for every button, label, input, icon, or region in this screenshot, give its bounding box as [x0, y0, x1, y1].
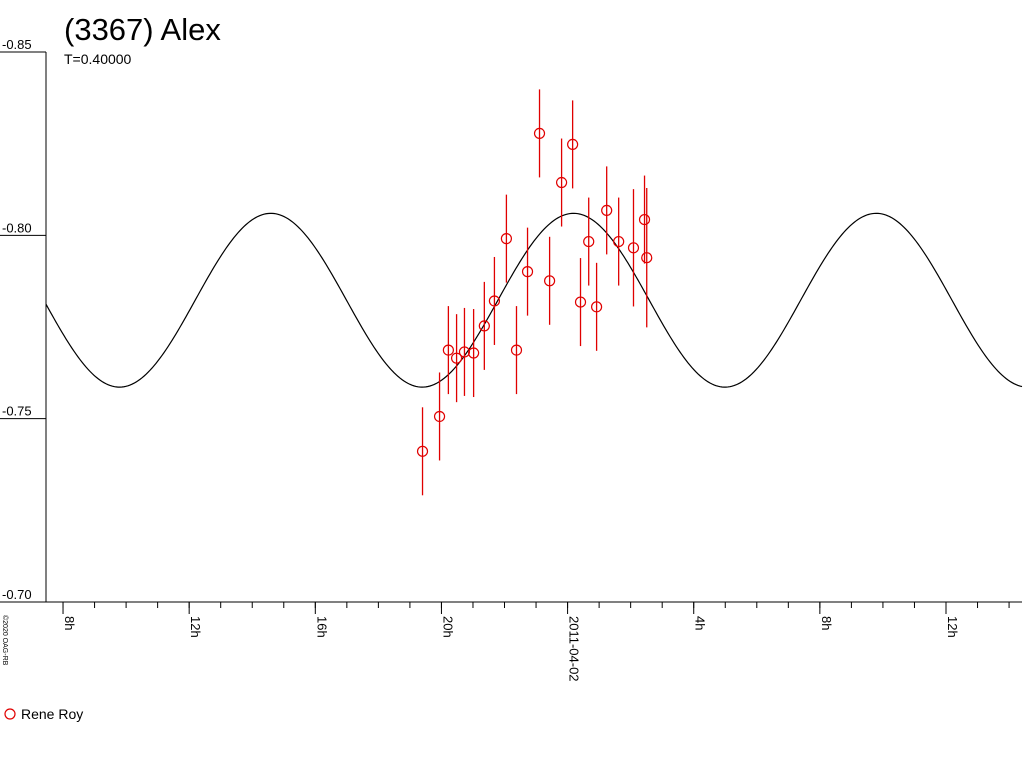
data-point [533, 127, 546, 139]
y-tick-label: -0.70 [2, 587, 32, 602]
x-tick-label: 12h [188, 616, 203, 638]
x-tick-label: 8h [62, 616, 77, 630]
x-tick-label: 4h [693, 616, 708, 630]
x-tick-label: 8h [819, 616, 834, 630]
y-tick-label: -0.75 [2, 404, 32, 419]
fit-curve [45, 212, 1023, 388]
data-point [416, 445, 429, 457]
x-tick-label: 16h [314, 616, 329, 638]
legend-marker [4, 708, 16, 720]
y-tick-label: -0.85 [2, 37, 32, 52]
data-point [450, 352, 463, 364]
data-point [433, 410, 446, 423]
x-tick-label: 2011-04-02 [567, 616, 582, 682]
chart-subtitle: T=0.40000 [64, 51, 132, 67]
copyright: ©2020 OAG-RB [1, 615, 9, 666]
data-point [613, 235, 625, 248]
legend-label: Rene Roy [21, 706, 83, 722]
x-tick-label: 12h [945, 616, 960, 638]
data-point [442, 344, 454, 356]
data-point [521, 266, 534, 278]
data-point [468, 347, 480, 359]
data-point [641, 252, 653, 264]
data-point [583, 235, 595, 248]
data-point [555, 176, 568, 189]
data-point [500, 233, 513, 245]
data-point [478, 320, 490, 332]
data-point [544, 275, 556, 287]
x-tick-label: 20h [440, 616, 455, 638]
data-point [488, 295, 501, 307]
chart-title: (3367) Alex [64, 12, 221, 47]
data-point [638, 213, 651, 226]
data-point [567, 138, 579, 150]
data-point [574, 296, 587, 308]
data-point [590, 301, 603, 313]
data-point [601, 204, 613, 216]
data-point [458, 346, 471, 358]
y-tick-label: -0.80 [2, 220, 32, 235]
data-point [627, 242, 640, 254]
data-point [510, 344, 523, 356]
